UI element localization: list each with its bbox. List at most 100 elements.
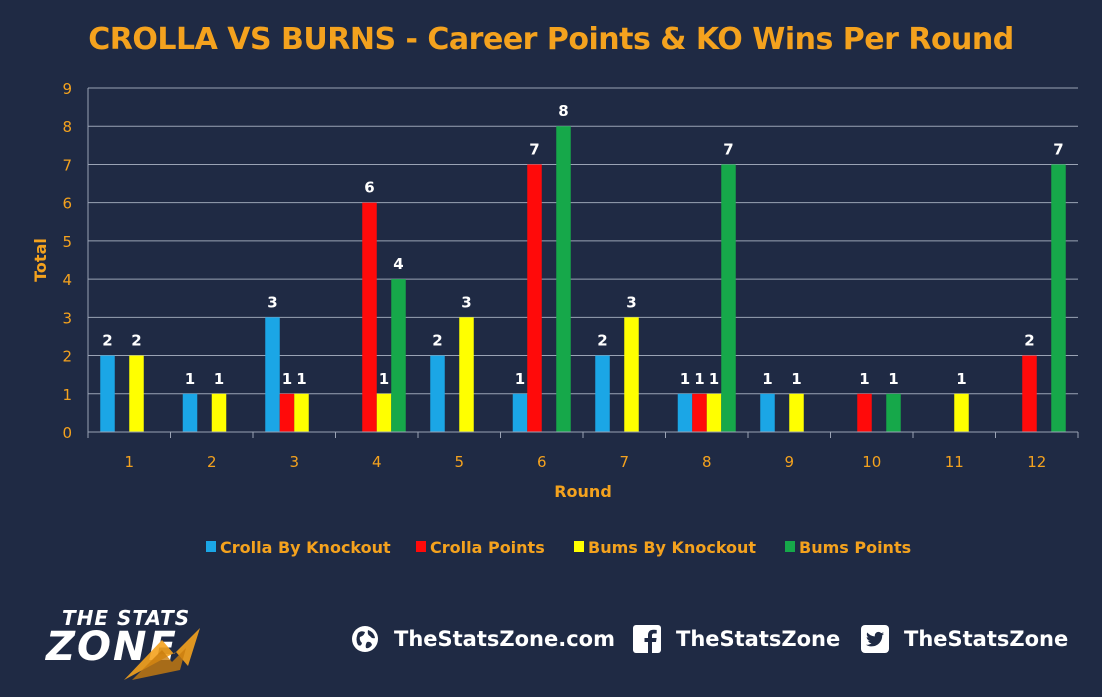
data-label: 4: [393, 255, 403, 273]
chart-panel: CROLLA VS BURNS - Career Points & KO Win…: [31, 22, 1079, 557]
data-label: 3: [461, 293, 471, 311]
x-tick-label: 10: [862, 453, 881, 471]
data-label: 1: [956, 370, 966, 388]
bar: [391, 279, 406, 432]
data-label: 1: [185, 370, 195, 388]
globe-icon: [352, 626, 378, 652]
stats-zone-logo: THE STATS ZONE: [42, 606, 232, 680]
data-label: 1: [888, 370, 898, 388]
x-tick-label: 12: [1027, 453, 1046, 471]
bar: [211, 393, 227, 432]
data-label: 1: [296, 370, 306, 388]
x-tick-label: 3: [289, 453, 299, 471]
bar: [677, 393, 693, 432]
data-label: 7: [1053, 140, 1063, 158]
bar: [1022, 355, 1037, 432]
chart-title: CROLLA VS BURNS - Career Points & KO Win…: [88, 22, 1014, 57]
data-label: 1: [859, 370, 869, 388]
grid-lines: [88, 87, 1078, 395]
twitter-link[interactable]: TheStatsZone: [860, 622, 1068, 656]
x-tick-label: 1: [124, 453, 134, 471]
bar: [362, 202, 377, 432]
bar: [760, 393, 775, 432]
bar: [129, 355, 144, 432]
bar: [430, 355, 445, 432]
data-label: 1: [379, 370, 389, 388]
twitter-icon: [861, 625, 889, 653]
x-tick-label: 4: [372, 453, 382, 471]
bar: [459, 317, 474, 432]
bar: [692, 393, 707, 432]
bar: [527, 164, 542, 432]
data-label: 1: [515, 370, 525, 388]
twitter-text: TheStatsZone: [904, 627, 1069, 651]
legend-swatch: [574, 541, 584, 552]
bar: [294, 393, 309, 432]
bar: [182, 393, 198, 432]
legend-swatch: [785, 541, 795, 552]
bar: [886, 393, 901, 432]
legend-label: Bums Points: [799, 538, 911, 557]
y-tick-label: 3: [62, 309, 72, 327]
bar: [624, 317, 639, 432]
bar: [100, 355, 115, 432]
bar: [954, 393, 969, 432]
website-text: TheStatsZone.com: [394, 627, 615, 651]
data-label: 1: [282, 370, 292, 388]
y-tick-label: 1: [62, 386, 72, 404]
data-label: 1: [680, 370, 690, 388]
data-label: 3: [267, 293, 277, 311]
legend-label: Crolla Points: [430, 538, 545, 557]
facebook-icon: [633, 625, 661, 653]
data-label: 3: [626, 293, 636, 311]
bar: [857, 393, 872, 432]
data-label: 1: [709, 370, 719, 388]
logo-swoosh-icon: [124, 628, 200, 680]
bar: [512, 393, 528, 432]
legend-label: Crolla By Knockout: [220, 538, 391, 557]
data-label: 6: [364, 179, 374, 197]
footer: THE STATS ZONE TheStatsZone.com TheStats…: [0, 578, 1102, 697]
x-tick-label: 5: [454, 453, 464, 471]
data-label: 2: [597, 332, 607, 350]
y-axis-title: Total: [31, 238, 50, 282]
data-label: 1: [694, 370, 704, 388]
bar: [279, 393, 295, 432]
x-tick-label: 11: [945, 453, 964, 471]
bar: [789, 393, 804, 432]
x-tick-label: 8: [702, 453, 712, 471]
website-link[interactable]: TheStatsZone.com: [350, 622, 615, 656]
facebook-text: TheStatsZone: [676, 627, 841, 651]
x-axis-title: Round: [554, 482, 612, 501]
y-tick-label: 6: [62, 195, 72, 213]
y-tick-label: 7: [62, 156, 72, 174]
logo-line-top: THE STATS: [62, 606, 191, 630]
x-tick-label: 9: [784, 453, 794, 471]
y-tick-label: 9: [62, 80, 72, 98]
data-label: 2: [131, 332, 141, 350]
x-tick-label: 7: [619, 453, 629, 471]
data-label: 8: [558, 102, 568, 120]
y-tick-label: 8: [62, 118, 72, 136]
bar: [595, 355, 610, 432]
facebook-link[interactable]: TheStatsZone: [632, 622, 840, 656]
data-label: 1: [791, 370, 801, 388]
legend-label: Bums By Knockout: [588, 538, 756, 557]
bar: [1051, 164, 1066, 432]
data-label: 1: [214, 370, 224, 388]
data-label: 2: [102, 332, 112, 350]
legend: Crolla By Knockout Crolla Points Bums By K…: [206, 538, 911, 557]
legend-swatch: [206, 541, 216, 552]
bar: [721, 164, 736, 432]
x-tick-label: 6: [537, 453, 547, 471]
y-tick-label: 2: [62, 348, 72, 366]
x-tick-label: 2: [207, 453, 217, 471]
y-tick-label: 4: [62, 271, 72, 289]
bars: [100, 126, 1066, 432]
data-label: 2: [432, 332, 442, 350]
bar: [556, 126, 571, 432]
legend-swatch: [416, 541, 426, 552]
